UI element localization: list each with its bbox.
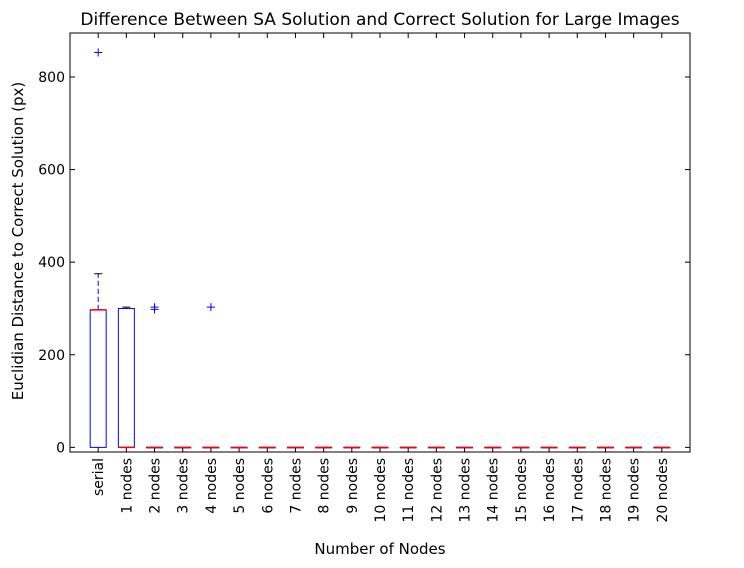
box-21 [653,446,671,449]
box-17 [540,446,558,449]
y-tick-label: 400 [38,255,65,271]
x-tick-label: 2 nodes [148,458,164,514]
x-tick-label: 7 nodes [288,458,304,514]
x-tick-label: 13 nodes [458,458,474,523]
y-tick-label: 600 [38,163,65,179]
x-tick-label: 10 nodes [373,458,389,523]
box-2 [117,306,135,449]
box-11 [371,446,389,449]
x-tick-label: 18 nodes [598,458,614,523]
outlier-point [150,303,159,312]
box-7 [258,446,276,449]
box-6 [230,446,248,449]
chart-title: Difference Between SA Solution and Corre… [80,10,679,30]
y-tick-label: 200 [38,348,65,364]
x-tick-label: 9 nodes [345,458,361,514]
x-tick-label: 5 nodes [232,458,248,514]
x-tick-label: serial [91,458,107,496]
box-12 [399,446,417,449]
box-5 [202,303,220,449]
box-10 [343,446,361,449]
x-tick-label: 12 nodes [429,458,445,523]
x-tick-label: 20 nodes [655,458,671,523]
box-20 [625,446,643,449]
plot-frame [69,32,691,453]
y-tick-label: 800 [38,70,65,86]
box-14 [456,446,474,449]
x-tick-label: 15 nodes [514,458,530,523]
x-tick-label: 6 nodes [260,458,276,514]
outlier-point [94,48,103,57]
box-9 [315,446,333,449]
x-axis-label: Number of Nodes [314,540,445,558]
box-18 [568,446,586,449]
box-16 [512,446,530,449]
box-13 [427,446,445,449]
x-tick-label: 1 nodes [119,458,135,514]
outlier-point [206,303,215,312]
box-4 [174,446,192,449]
x-tick-label: 17 nodes [570,458,586,523]
box-body [117,307,135,448]
y-axis-label: Euclidian Distance to Correct Solution (… [9,82,27,400]
box-body [89,309,107,448]
x-tick-label: 8 nodes [317,458,333,514]
y-tick-label: 0 [56,440,65,456]
box-8 [286,446,304,449]
box-15 [484,446,502,449]
box-19 [596,446,614,449]
x-tick-label: 3 nodes [176,458,192,514]
x-tick-label: 11 nodes [401,458,417,523]
box-series [89,48,671,449]
x-tick-label: 14 nodes [486,458,502,523]
x-tick-label: 4 nodes [204,458,220,514]
box-1 [89,48,107,448]
x-tick-label: 19 nodes [627,458,643,523]
box-3 [146,303,164,449]
x-tick-label: 16 nodes [542,458,558,523]
axis-ticks: 0 200 400 600 800 serial 1 nodes 2 nodes 3 nodes… [38,33,690,523]
